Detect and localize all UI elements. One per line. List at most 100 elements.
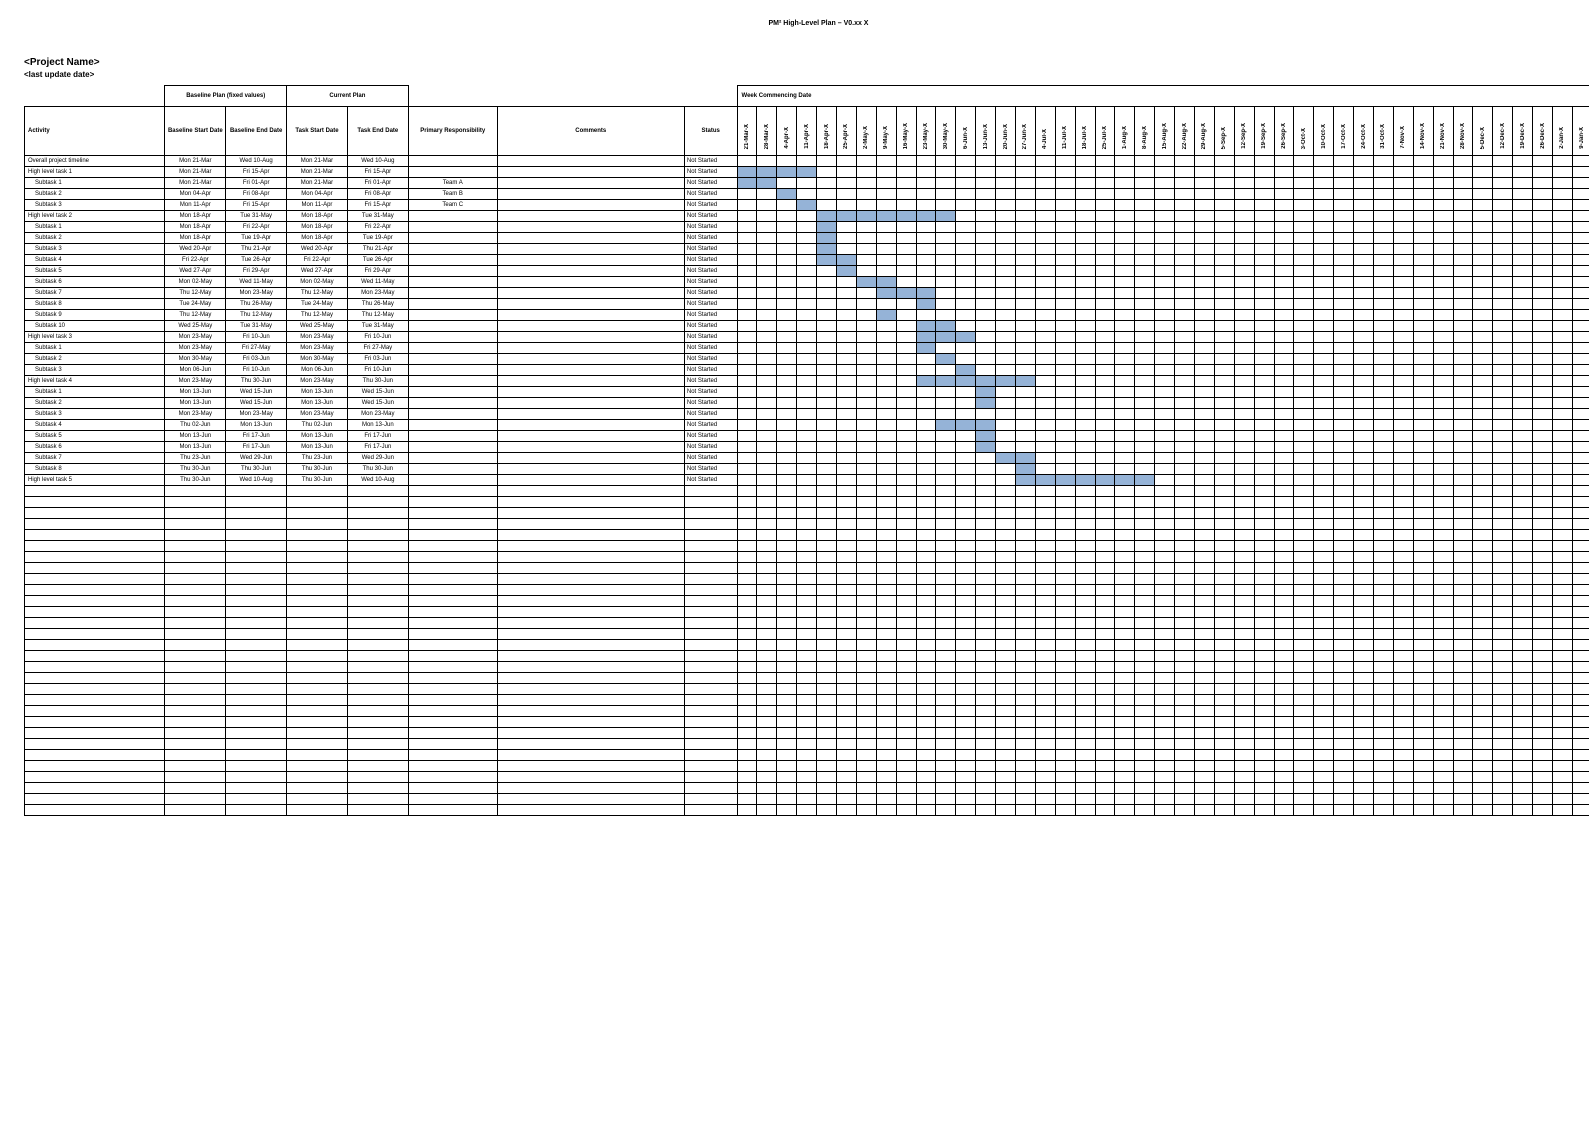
- gantt-cell: [797, 497, 817, 508]
- gantt-cell: [1413, 321, 1433, 332]
- gantt-cell: [1075, 387, 1095, 398]
- gantt-cell: [956, 178, 976, 189]
- gantt-cell: [1493, 596, 1513, 607]
- gantt-cell: [876, 607, 896, 618]
- gantt-cell: [876, 420, 896, 431]
- table-row: Subtask 3Wed 20-AprThu 21-AprWed 20-AprT…: [25, 244, 1589, 255]
- gantt-cell: [856, 541, 876, 552]
- gantt-cell: [876, 717, 896, 728]
- date-cell: Fri 08-Apr: [347, 189, 408, 200]
- comments-cell: [497, 695, 684, 706]
- gantt-cell: [1175, 354, 1195, 365]
- gantt-cell: [1572, 750, 1589, 761]
- week-label: 9-May-X: [876, 107, 896, 156]
- gantt-cell: [1314, 574, 1334, 585]
- gantt-cell: [737, 277, 757, 288]
- gantt-cell: [797, 376, 817, 387]
- gantt-cell: [1075, 695, 1095, 706]
- responsibility-cell: [408, 409, 497, 420]
- gantt-cell: [1553, 761, 1573, 772]
- gantt-cell: [836, 783, 856, 794]
- gantt-cell: [1374, 310, 1394, 321]
- gantt-cell: [976, 376, 996, 387]
- gantt-cell: [916, 486, 936, 497]
- gantt-cell: [777, 519, 797, 530]
- gantt-cell: [1493, 585, 1513, 596]
- week-label: 12-Sep-X: [1234, 107, 1254, 156]
- gantt-cell: [1175, 772, 1195, 783]
- activity-cell: Subtask 1: [25, 178, 165, 189]
- gantt-cell: [936, 266, 956, 277]
- gantt-cell: [1374, 728, 1394, 739]
- gantt-cell: [1354, 596, 1374, 607]
- gantt-cell: [1055, 464, 1075, 475]
- responsibility-cell: [408, 750, 497, 761]
- gantt-cell: [737, 464, 757, 475]
- gantt-cell: [1513, 651, 1533, 662]
- gantt-cell: [856, 255, 876, 266]
- gantt-cell: [1374, 354, 1394, 365]
- gantt-cell: [936, 354, 956, 365]
- gantt-cell: [1055, 618, 1075, 629]
- gantt-cell: [797, 255, 817, 266]
- gantt-cell: [936, 607, 956, 618]
- date-cell: [287, 750, 348, 761]
- gantt-cell: [1453, 530, 1473, 541]
- responsibility-cell: [408, 497, 497, 508]
- gantt-cell: [896, 233, 916, 244]
- gantt-cell: [817, 519, 837, 530]
- gantt-cell: [1035, 739, 1055, 750]
- gantt-cell: [1572, 222, 1589, 233]
- gantt-cell: [1433, 189, 1453, 200]
- gantt-cell: [737, 706, 757, 717]
- gantt-cell: [1354, 178, 1374, 189]
- gantt-cell: [1413, 519, 1433, 530]
- gantt-cell: [1314, 387, 1334, 398]
- gantt-cell: [976, 640, 996, 651]
- gantt-cell: [996, 244, 1016, 255]
- gantt-cell: [1234, 310, 1254, 321]
- table-row: [25, 519, 1589, 530]
- gantt-cell: [1095, 211, 1115, 222]
- gantt-cell: [916, 684, 936, 695]
- gantt-cell: [1374, 750, 1394, 761]
- responsibility-cell: [408, 288, 497, 299]
- gantt-cell: [1195, 222, 1215, 233]
- gantt-cell: [1453, 684, 1473, 695]
- comments-cell: [497, 684, 684, 695]
- gantt-cell: [1274, 442, 1294, 453]
- gantt-cell: [1572, 728, 1589, 739]
- date-cell: Fri 01-Apr: [226, 178, 287, 189]
- gantt-cell: [1294, 596, 1314, 607]
- gantt-cell: [1354, 805, 1374, 816]
- gantt-cell: [1572, 244, 1589, 255]
- gantt-cell: [1274, 244, 1294, 255]
- gantt-cell: [836, 453, 856, 464]
- gantt-cell: [1214, 244, 1234, 255]
- gantt-cell: [1294, 750, 1314, 761]
- gantt-cell: [996, 354, 1016, 365]
- gantt-cell: [1294, 662, 1314, 673]
- gantt-cell: [1393, 299, 1413, 310]
- gantt-cell: [1195, 728, 1215, 739]
- gantt-cell: [836, 563, 856, 574]
- gantt-cell: [1095, 420, 1115, 431]
- gantt-cell: [1453, 695, 1473, 706]
- gantt-cell: [1453, 508, 1473, 519]
- gantt-cell: [1195, 508, 1215, 519]
- gantt-cell: [1195, 695, 1215, 706]
- date-cell: Mon 13-Jun: [165, 398, 226, 409]
- gantt-cell: [1135, 211, 1155, 222]
- gantt-cell: [1135, 618, 1155, 629]
- gantt-cell: [777, 310, 797, 321]
- gantt-cell: [1274, 596, 1294, 607]
- date-cell: [226, 574, 287, 585]
- gantt-cell: [1035, 398, 1055, 409]
- gantt-cell: [1234, 607, 1254, 618]
- gantt-cell: [1115, 761, 1135, 772]
- gantt-cell: [1433, 365, 1453, 376]
- hdr-blank2: [408, 86, 737, 107]
- comments-cell: [497, 530, 684, 541]
- gantt-cell: [956, 387, 976, 398]
- date-cell: Mon 18-Apr: [287, 222, 348, 233]
